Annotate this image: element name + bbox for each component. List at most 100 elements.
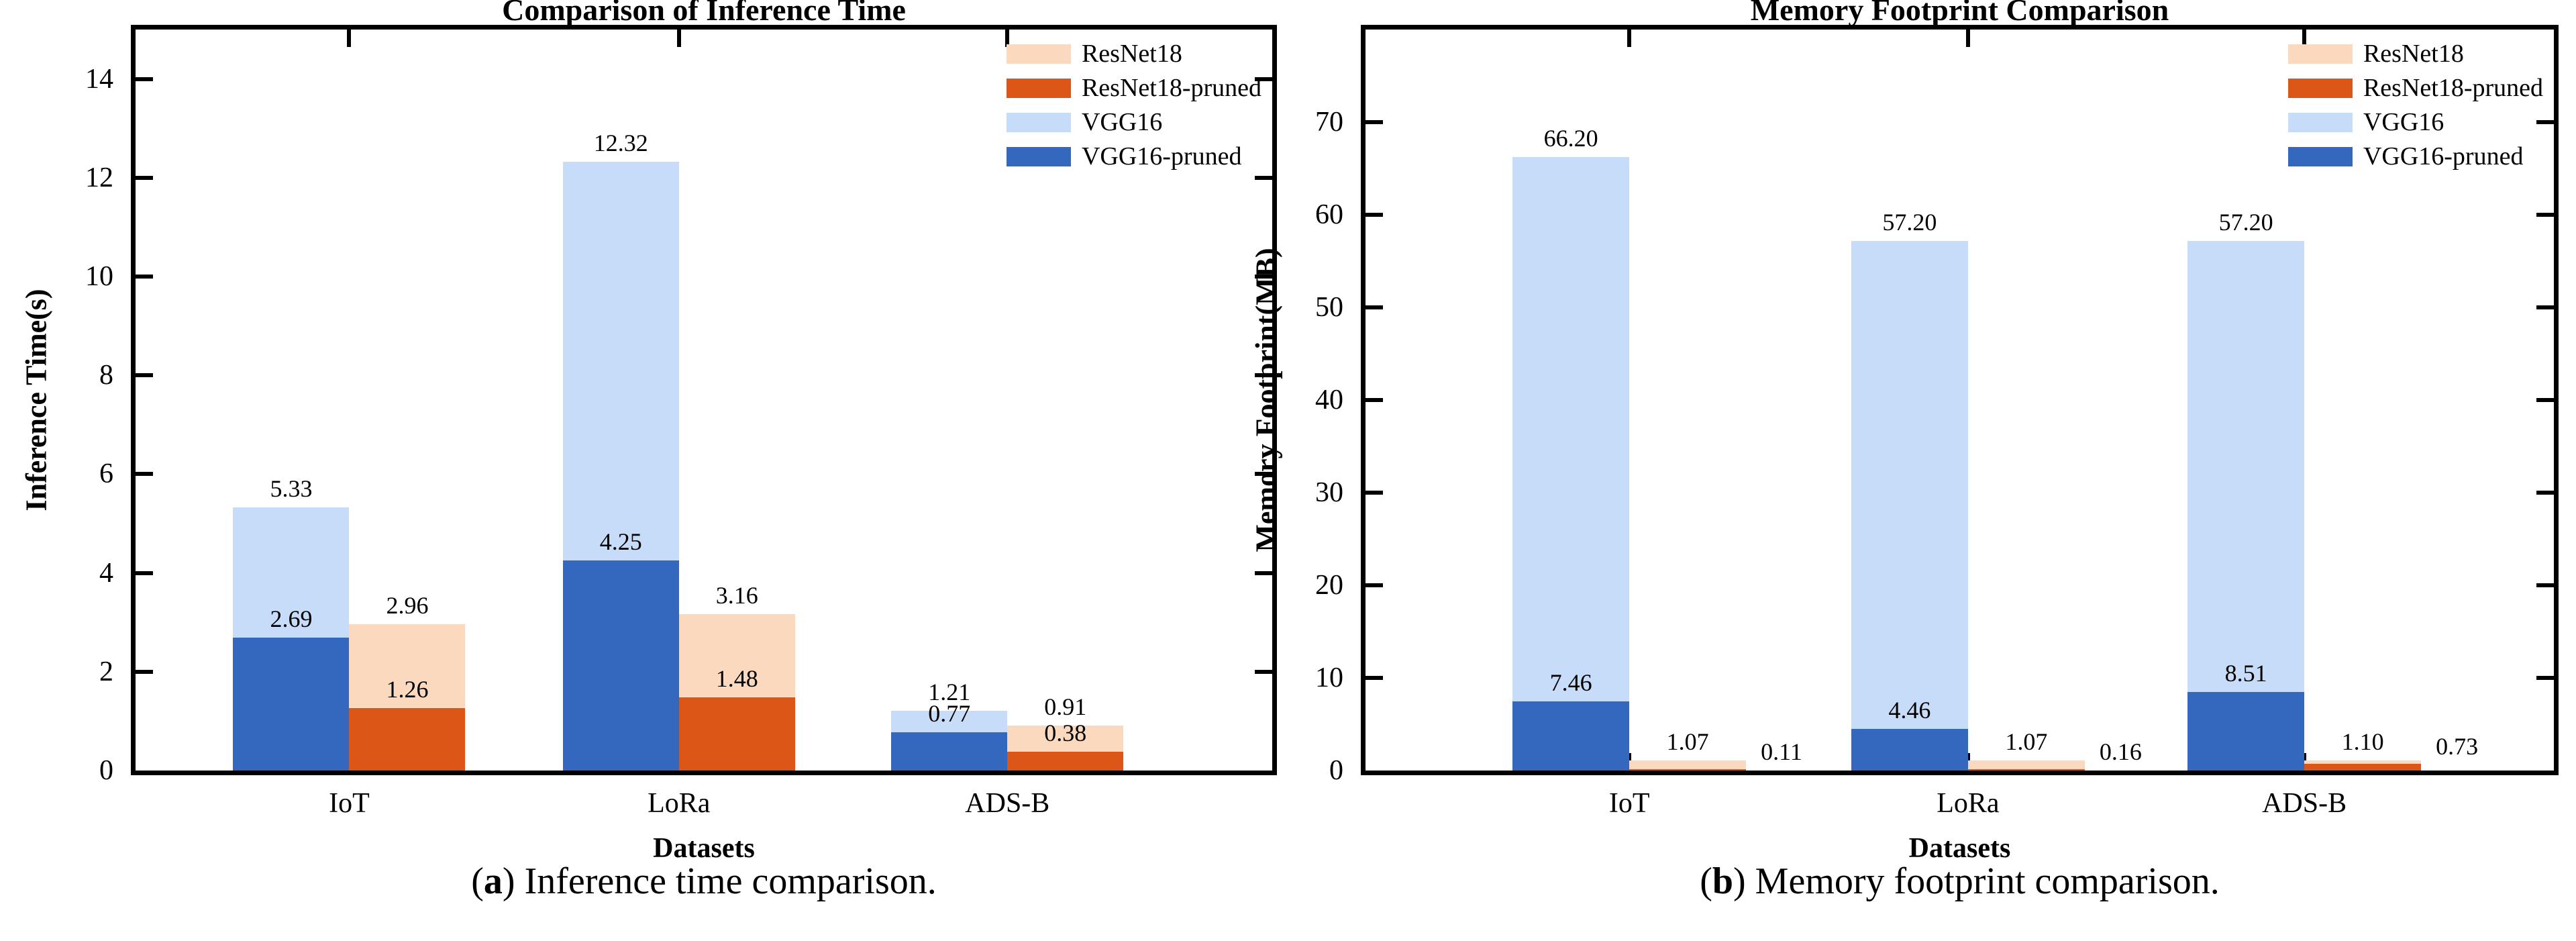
legend-swatch-ResNet18-pruned [2287, 78, 2353, 98]
bar-value-label: 5.33 [270, 475, 313, 502]
y-tick [136, 472, 153, 477]
y-tick [1366, 491, 1383, 495]
bar-value-label: 57.20 [2218, 208, 2273, 236]
y-tick-mirror [1255, 571, 1272, 575]
axes-memory-footprint: Memory Footprint Comparison Memory Footpr… [1250, 0, 2559, 864]
x-tick-label: LoRa [1937, 788, 2000, 819]
y-tick-mirror [2536, 583, 2554, 587]
y-tick-mirror [1255, 77, 1272, 81]
y-tick-mirror [2536, 305, 2554, 309]
y-tick-label: 50 [1315, 292, 1343, 323]
bar-ResNet18-pruned [678, 697, 795, 771]
x-tick-label: LoRa [648, 788, 711, 819]
x-tick-label: ADS-B [2262, 788, 2347, 819]
legend-item: VGG16-pruned [2287, 142, 2543, 170]
caption-a-paren-open: ( [471, 860, 484, 902]
legend-label: VGG16-pruned [1081, 142, 1242, 170]
legend-item: ResNet18 [2287, 40, 2543, 67]
y-tick-mirror [2536, 120, 2554, 124]
legend-label: VGG16 [1081, 108, 1163, 136]
x-axis-label: Datasets [653, 833, 755, 864]
legend-label: ResNet18-pruned [2363, 74, 2543, 102]
legend-item: ResNet18 [1006, 40, 1261, 68]
legend-item: ResNet18-pruned [2287, 74, 2543, 102]
bar-value-label: 0.38 [1044, 720, 1087, 747]
x-tick-top [676, 30, 681, 47]
y-tick-label: 0 [99, 755, 113, 786]
bar-ResNet18-pruned [349, 708, 466, 771]
bar-value-label: 2.96 [386, 592, 429, 620]
x-tick-top [1965, 30, 1970, 47]
bar-VGG16-pruned [1512, 701, 1630, 771]
legend-label: ResNet18 [1081, 40, 1182, 68]
bar-VGG16-pruned [562, 560, 679, 771]
bar-value-label: 1.26 [386, 676, 429, 703]
legend-swatch-ResNet18 [2287, 44, 2353, 64]
x-axis-label: Datasets [1908, 833, 2011, 864]
y-tick-label: 0 [1329, 755, 1343, 786]
legend-swatch-ResNet18 [1006, 44, 1071, 64]
caption-a-paren-close: ) [502, 860, 515, 902]
legend-swatch-VGG16 [2287, 112, 2353, 132]
bar-value-label: 12.32 [593, 130, 648, 157]
bar-ResNet18-pruned [1967, 769, 2085, 771]
y-tick [1366, 583, 1383, 587]
y-tick-label: 4 [99, 557, 113, 589]
legend-swatch-VGG16 [1006, 112, 1071, 132]
bar-value-label: 2.69 [270, 605, 313, 633]
bar-value-label: 0.77 [928, 700, 971, 728]
legend-label: VGG16 [2363, 108, 2444, 136]
y-tick-label: 8 [99, 360, 113, 391]
bar-value-label: 7.46 [1549, 669, 1592, 697]
y-tick-mirror [2536, 213, 2554, 217]
legend-item: VGG16 [2287, 108, 2543, 136]
bar-value-label: 66.20 [1543, 125, 1598, 152]
bar-value-label: 4.25 [599, 528, 642, 556]
bar-value-label: 0.11 [1761, 738, 1802, 766]
y-tick-mirror [1255, 669, 1272, 674]
y-tick [136, 275, 153, 279]
y-tick [136, 571, 153, 575]
y-tick-mirror [1255, 472, 1272, 477]
legend-swatch-VGG16-pruned [1006, 146, 1071, 166]
y-tick-label: 20 [1315, 570, 1343, 601]
y-tick [1366, 305, 1383, 309]
y-tick-mirror [1255, 175, 1272, 180]
bar-ResNet18 [1967, 760, 2085, 771]
legend-label: ResNet18-pruned [1081, 74, 1261, 102]
bar-VGG16-pruned [891, 732, 1008, 771]
caption-a: (a) Inference time comparison. [131, 860, 1277, 902]
bar-VGG16 [1851, 240, 1968, 771]
caption-b-paren-open: ( [1700, 860, 1712, 902]
bar-VGG16 [1512, 157, 1630, 771]
y-tick-label: 2 [99, 656, 113, 687]
y-tick-label: 60 [1315, 199, 1343, 230]
y-tick-mirror [2536, 491, 2554, 495]
legend-item: ResNet18-pruned [1006, 74, 1261, 102]
y-tick [136, 77, 153, 81]
bar-value-label: 1.10 [2341, 728, 2384, 755]
bar-ResNet18-pruned [2304, 763, 2422, 771]
bar-value-label: 0.73 [2436, 732, 2479, 760]
bar-VGG16-pruned [2187, 691, 2305, 771]
y-tick [136, 669, 153, 674]
bar-value-label: 3.16 [715, 582, 758, 609]
y-tick-label: 12 [85, 162, 113, 193]
y-tick [136, 175, 153, 180]
y-tick [1366, 398, 1383, 402]
caption-a-text: Inference time comparison. [515, 860, 937, 902]
bar-value-label: 4.46 [1888, 697, 1931, 724]
bar-value-label: 1.21 [928, 678, 971, 705]
legend-item: VGG16 [1006, 108, 1261, 136]
y-tick-label: 14 [85, 63, 113, 95]
legend-label: VGG16-pruned [2363, 142, 2524, 170]
y-axis-label: Memory Footprint(MB) [1249, 248, 1283, 552]
bar-VGG16-pruned [1851, 729, 1968, 771]
bar-value-label: 1.07 [1666, 728, 1709, 756]
caption-b-paren-close: ) [1733, 860, 1746, 902]
x-tick-top [1627, 30, 1632, 47]
bar-ResNet18-pruned [1007, 752, 1124, 771]
y-tick-label: 30 [1315, 477, 1343, 508]
caption-b: (b) Memory footprint comparison. [1361, 860, 2559, 902]
bar-value-label: 0.91 [1044, 693, 1087, 721]
